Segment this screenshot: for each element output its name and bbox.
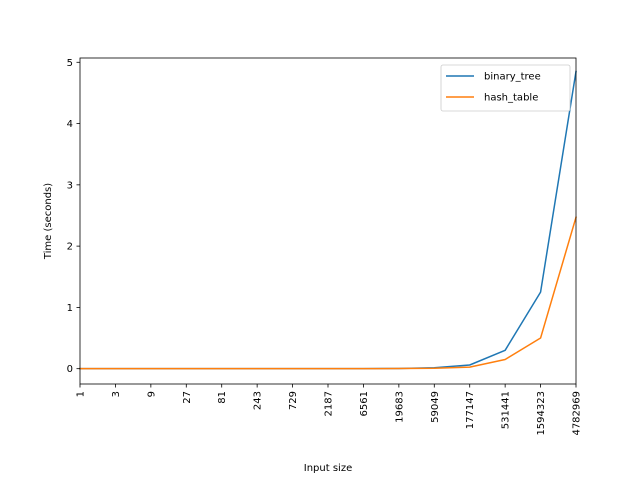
x-tick-label: 2187 [324,391,335,416]
x-tick-label: 81 [217,391,228,404]
y-tick-label: 2 [67,242,73,253]
series-line-hash_table [79,216,577,370]
y-tick-label: 5 [67,58,73,69]
y-tick-label: 3 [67,180,73,191]
y-tick-label: 1 [67,303,73,314]
x-tick-label: 177147 [465,391,476,429]
x-tick-label: 59049 [430,391,441,423]
x-axis-label: Input size [304,463,352,474]
x-tick-label: 6561 [359,391,370,416]
legend-label-binary_tree: binary_tree [484,72,541,83]
y-tick-label: 4 [67,119,73,130]
y-tick-label: 0 [67,364,73,375]
x-tick-label: 19683 [394,391,405,423]
x-tick-label: 729 [288,391,299,410]
x-tick-label: 1 [76,391,87,397]
x-tick-label: 243 [253,391,264,410]
x-tick-label: 3 [111,391,122,397]
legend: binary_tree hash_table [440,64,571,112]
x-tick-label: 531441 [501,391,512,429]
axes: 1 3 9 27 81 243 729 2187 6561 19683 59049 177147 531… [67,57,583,436]
plot-area [79,70,577,370]
y-axis-label: Time (seconds) [43,183,54,260]
x-tick-label: 4782969 [572,391,583,436]
x-tick-label: 27 [182,391,193,404]
legend-label-hash_table: hash_table [484,93,538,104]
x-tick-label: 9 [146,391,157,397]
x-tick-label: 1594323 [536,391,547,436]
